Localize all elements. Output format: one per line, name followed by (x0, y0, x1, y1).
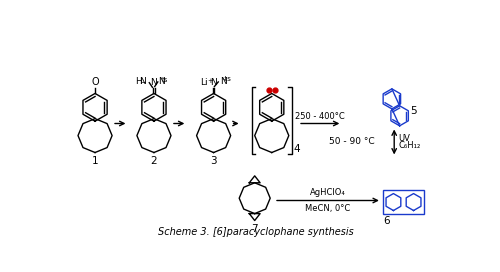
Text: AgHClO₄: AgHClO₄ (310, 188, 346, 197)
Text: MeCN, 0°C: MeCN, 0°C (306, 204, 350, 213)
Text: N: N (138, 78, 145, 86)
Text: N: N (210, 78, 217, 87)
Text: 3: 3 (210, 156, 217, 166)
Text: N: N (150, 78, 158, 87)
Text: O: O (91, 77, 99, 87)
Text: 50 - 90 °C: 50 - 90 °C (329, 137, 374, 147)
Text: +: + (208, 78, 214, 84)
Text: ts: ts (162, 77, 168, 84)
Text: Scheme 3. [6]paracyclophane synthesis: Scheme 3. [6]paracyclophane synthesis (158, 227, 354, 237)
Text: 2: 2 (150, 156, 158, 166)
Text: 250 - 400°C: 250 - 400°C (296, 112, 345, 121)
Text: 4: 4 (294, 144, 300, 154)
Text: 1: 1 (92, 156, 98, 166)
Text: 5: 5 (410, 106, 416, 116)
Text: N: N (158, 78, 166, 86)
Text: 6: 6 (384, 216, 390, 226)
Text: H: H (136, 78, 142, 86)
Bar (384, 190, 424, 214)
Text: UV: UV (398, 134, 410, 143)
Text: Li: Li (200, 78, 207, 87)
Text: 7: 7 (252, 224, 258, 234)
Text: N: N (220, 77, 226, 86)
Text: C₆H₁₂: C₆H₁₂ (398, 141, 420, 150)
Text: -ts: -ts (223, 76, 232, 82)
